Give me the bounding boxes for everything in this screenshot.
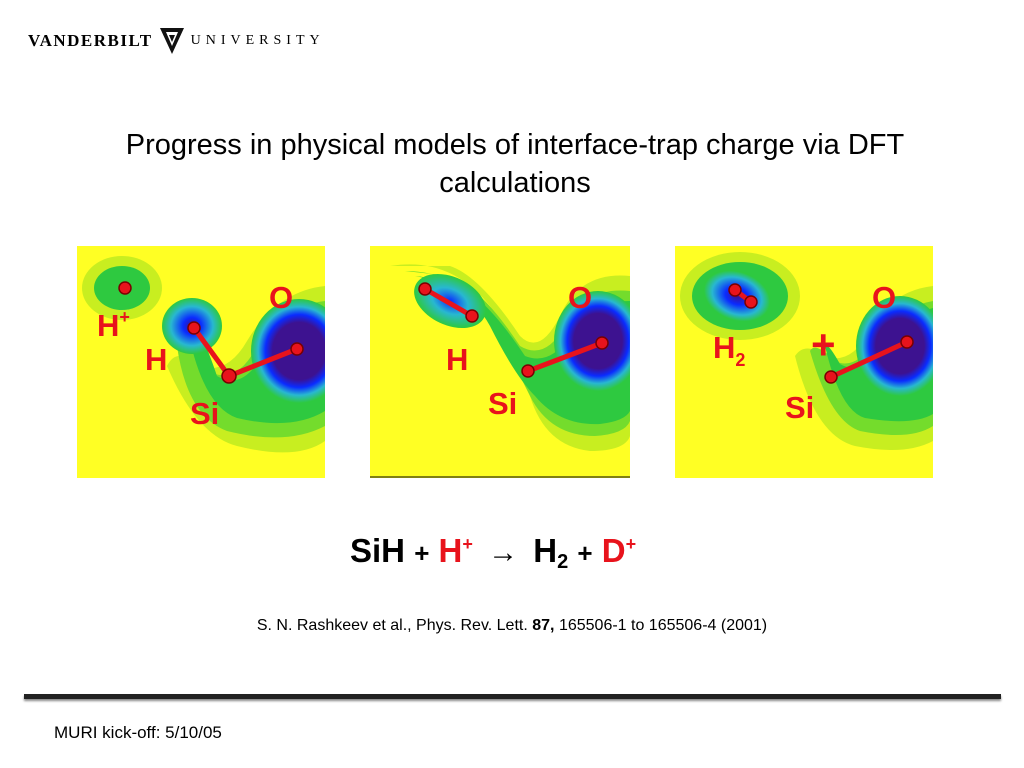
label-o: O	[872, 280, 897, 315]
dft-panel-3: O H2 + Si	[675, 246, 933, 478]
label-h: H	[145, 342, 168, 377]
label-h: H	[446, 342, 469, 377]
label-plus: +	[811, 321, 836, 368]
slide-title: Progress in physical models of interface…	[125, 129, 905, 199]
label-h2: H2	[713, 330, 746, 370]
charge-density-map-2	[370, 246, 630, 478]
label-o: O	[269, 280, 294, 315]
vanderbilt-v-shield-icon	[159, 28, 184, 54]
label-si: Si	[488, 386, 518, 421]
eq-plus-2: +	[577, 538, 593, 568]
charge-density-map-1	[77, 246, 325, 478]
charge-density-map-3	[675, 246, 933, 478]
citation: S. N. Rashkeev et al., Phys. Rev. Lett. …	[0, 617, 1024, 635]
dft-panel-2: O H Si	[370, 246, 630, 478]
eq-d-plus: D+	[601, 532, 637, 569]
label-si: Si	[785, 390, 815, 425]
eq-h-plus: H+	[438, 532, 473, 569]
label-h-plus: H+	[97, 307, 130, 343]
reaction-equation: SiH + H+ → H2 + D+	[350, 532, 637, 573]
eq-h2: H2	[533, 532, 569, 573]
footer-text: MURI kick-off: 5/10/05	[54, 723, 222, 742]
logo-text-left: VANDERBILT	[28, 31, 153, 50]
citation-authors: S. N. Rashkeev et al., Phys. Rev. Lett.	[256, 617, 528, 634]
citation-pages: 165506-1 to 165506-4 (2001)	[558, 617, 768, 634]
eq-arrow-icon: →	[488, 536, 519, 569]
dft-panel-1: H+ H O Si	[77, 246, 325, 478]
eq-plus-1: +	[414, 538, 430, 568]
citation-volume: 87,	[532, 617, 555, 634]
eq-sih: SiH	[350, 532, 406, 569]
logo-text-right: UNIVERSITY	[190, 33, 325, 48]
label-si: Si	[190, 396, 220, 431]
footer-divider	[24, 694, 1001, 699]
vanderbilt-logo: VANDERBILT UNIVERSITY	[28, 26, 325, 56]
label-o: O	[568, 280, 593, 315]
